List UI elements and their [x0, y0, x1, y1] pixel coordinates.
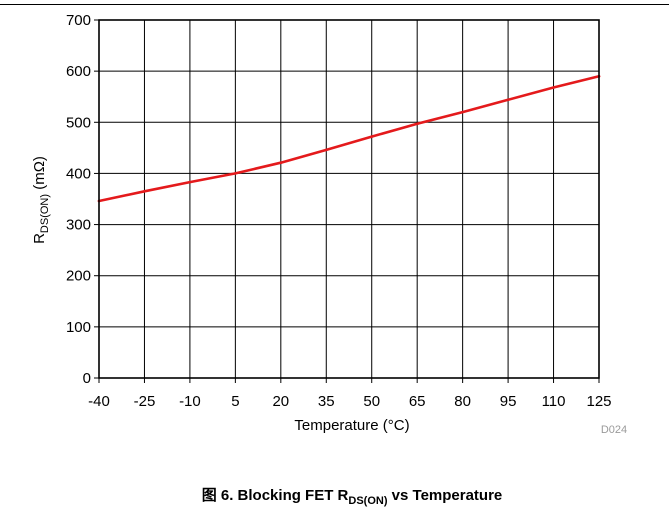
x-tick-label: 35 — [318, 393, 335, 410]
y-axis-ticks: 0 100 200 300 400 500 600 700 — [66, 12, 99, 387]
y-tick-label: 200 — [66, 268, 91, 285]
data-point — [279, 161, 283, 164]
data-point — [552, 86, 555, 89]
y-tick-label: 100 — [66, 319, 91, 336]
y-tick-label: 400 — [66, 165, 91, 182]
data-point — [324, 148, 328, 152]
y-tick-label: 500 — [66, 114, 91, 131]
data-point — [143, 190, 146, 193]
data-point — [415, 122, 419, 126]
x-tick-label: 80 — [454, 393, 471, 410]
series-line — [97, 75, 601, 203]
y-tick-label: 300 — [66, 217, 91, 234]
data-point — [370, 135, 374, 138]
figure-caption: 图 6. Blocking FET RDS(ON) vs Temperature — [202, 487, 503, 507]
y-tick-label: 600 — [66, 63, 91, 80]
data-series — [97, 74, 601, 203]
x-tick-label: 110 — [542, 393, 566, 410]
figure-code-label: D024 — [601, 424, 627, 436]
x-tick-label: -10 — [179, 393, 201, 410]
y-tick-label: 0 — [83, 370, 91, 387]
x-tick-label: 50 — [363, 393, 380, 410]
x-axis-ticks: -40 -25 -10 5 20 35 50 65 80 95 110 125 — [88, 378, 612, 410]
x-tick-label: 95 — [500, 393, 517, 410]
x-axis-title: Temperature (°C) — [294, 417, 409, 434]
y-axis-title: RDS(ON) (mΩ) — [31, 156, 51, 244]
x-tick-label: 65 — [409, 393, 426, 410]
data-point — [506, 98, 510, 102]
data-point — [188, 180, 192, 184]
data-point — [461, 110, 464, 114]
x-tick-label: 5 — [231, 393, 239, 410]
chart-grid — [98, 19, 600, 379]
x-tick-label: 125 — [586, 393, 611, 410]
y-tick-label: 700 — [66, 12, 91, 29]
x-tick-label: 20 — [272, 393, 289, 410]
x-tick-label: -40 — [88, 393, 110, 410]
x-tick-label: -25 — [134, 393, 156, 410]
data-point — [234, 172, 237, 175]
plot-frame — [98, 19, 600, 379]
